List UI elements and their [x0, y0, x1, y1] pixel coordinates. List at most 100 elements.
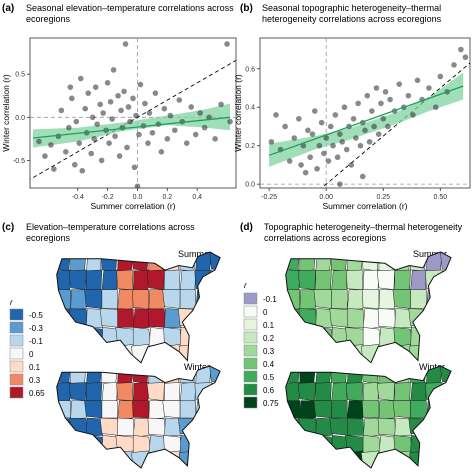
panel-b-point-11	[309, 131, 316, 137]
panel-c-winter-region-4-1	[70, 435, 89, 455]
panel-b-point-1	[273, 112, 279, 118]
panel-c-winter-region-1-4	[116, 382, 134, 401]
panel-d-winter-region-5-2	[315, 450, 332, 468]
panel-b-xtick-label-3: 0.50	[434, 194, 448, 201]
panel-a-point-48	[146, 110, 153, 116]
panel-d-winter-region-3-0	[285, 417, 301, 438]
panel-b-point-44	[385, 123, 391, 130]
panel-c-summer-region-0-2	[85, 252, 103, 273]
panel-b-point-4	[286, 158, 293, 164]
panel-b-point-19	[327, 123, 334, 130]
panel-a-fit-band	[32, 103, 231, 148]
panel-a-point-71	[67, 84, 74, 90]
panel-d-legend-label-6: 0.5	[263, 373, 275, 382]
panel-b-point-40	[375, 131, 382, 137]
panel-b-point-42	[380, 115, 387, 122]
panel-d-legend-swatch-5	[243, 357, 258, 370]
panel-d-winter-region-2-8	[410, 400, 427, 419]
panel-b-title-line1: Seasonal topographic heterogeneity–therm…	[262, 3, 441, 13]
panel-d-winter-region-3-9	[426, 417, 444, 436]
panel-d-summer-region-1-3	[331, 269, 348, 292]
panel-d-winter-region-4-1	[299, 435, 318, 455]
panel-b-xlabel: Summer correlation (r)	[322, 201, 407, 211]
panel-d-summer-region-3-10	[441, 308, 452, 330]
panel-c-winter-region-4-9	[193, 435, 214, 453]
panel-c-summer-region-3-8	[178, 308, 197, 328]
panel-b-point-57	[451, 62, 457, 68]
panel-c-winter-region-2-7	[162, 400, 181, 419]
panel-a-point-4	[55, 133, 62, 140]
panel-c-winter-region-2-5	[132, 400, 150, 419]
panel-c-winter-region-3-4	[117, 417, 135, 436]
panel-d: (d) Topographic heterogeneity–thermal he…	[240, 222, 463, 469]
panel-a-point-1	[42, 153, 48, 159]
panel-b-point-32	[357, 142, 364, 149]
panel-a-point-40	[130, 95, 136, 102]
panel-a-point-8	[68, 95, 75, 102]
panel-c-winter-region-1-8	[179, 382, 196, 403]
panel-d-summer-region-0-2	[315, 252, 332, 273]
panel-c-winter-region-2-0	[56, 400, 71, 419]
panel-d-summer-region-2-0	[285, 289, 301, 309]
panel-a-point-68	[227, 118, 233, 125]
panel-d-legend-swatch-3	[243, 331, 258, 344]
panel-a-xtick-label-2: 0.0	[133, 194, 143, 201]
panel-b-point-5	[291, 135, 298, 141]
panel-c-summer-region-3-6	[147, 308, 166, 328]
panel-a-point-35	[119, 124, 126, 131]
panel-c-winter-region-2-8	[179, 400, 196, 419]
panel-c-summer-region-1-9	[194, 269, 212, 290]
panel-c-legend-swatch-3	[9, 347, 24, 360]
panel-c-summer-region-2-8	[179, 289, 196, 309]
panel-b-point-45	[387, 96, 393, 103]
panel-d-winter-region-4-9	[424, 435, 445, 453]
panel-a-point-12	[77, 75, 84, 82]
panel-a-point-9	[71, 161, 78, 168]
panel-a-point-47	[145, 140, 151, 146]
panel-c-winter-region-3-0	[56, 417, 72, 438]
panel-c-summer-region-0-10	[209, 252, 221, 272]
panel-c-summer-region-3-10	[211, 308, 221, 330]
panel-a-point-41	[131, 164, 138, 171]
panel-c-summer-region-1-8	[179, 269, 196, 292]
panel-b-point-6	[296, 115, 302, 122]
panel-a-point-6	[63, 148, 69, 155]
panel-c-winter-region-1-2	[86, 382, 103, 401]
panel-a-confidence-band	[32, 103, 231, 148]
panel-d-summer-region-5-4	[347, 344, 364, 363]
panel-a-point-32	[115, 92, 121, 99]
panel-c-winter-region-3-5	[132, 417, 150, 438]
panel-b-ytick-label-1: 0.2	[245, 143, 255, 150]
panel-c-winter-region-2-3	[101, 400, 118, 419]
panel-a-point-24	[100, 110, 106, 116]
panel-d-summer-region-2-2	[313, 289, 332, 309]
panel-a-point-23	[98, 157, 105, 164]
panel-d-legend-swatch-6	[243, 370, 258, 383]
panel-d-summer-region-5-7	[394, 344, 411, 363]
panel-a-point-10	[73, 118, 80, 125]
panel-d-legend-label-3: 0.2	[263, 334, 275, 343]
panel-d-title-line1: Topographic heterogeneity–thermal hetero…	[264, 222, 463, 232]
panel-d-winter-region-4-5	[362, 435, 381, 453]
panel-d-summer-region-5-2	[315, 344, 332, 363]
panel-d-winter-region-2-7	[392, 400, 411, 419]
panel-a-xtick-label-4: 0.4	[192, 194, 202, 201]
panel-d-winter-region-1-9	[425, 382, 443, 401]
panel-d-legend-label-0: -0.1	[263, 295, 277, 304]
panel-c-winter-region-1-6	[146, 382, 165, 401]
panel-c-winter-outline	[56, 365, 221, 469]
panel-c-winter-region-1-9	[194, 382, 212, 401]
panel-c-summer-region-1-3	[101, 269, 118, 292]
panel-c-summer-region-1-10	[211, 269, 221, 291]
panel-c-summer-region-1-2	[86, 269, 103, 290]
panel-d-winter-region-3-4	[347, 417, 365, 436]
panel-d-summer-region-1-7	[394, 269, 411, 290]
panel-b-ytick-label-0: 0.0	[245, 182, 255, 189]
panel-d-summer-region-4-4	[345, 327, 366, 347]
panel-b-points	[268, 46, 469, 187]
panel-d-summer-region-3-3	[329, 308, 349, 328]
panel-b-point-43	[382, 89, 389, 95]
panel-a-point-36	[121, 88, 127, 95]
panel-b-point-29	[350, 115, 357, 122]
panel-b-point-7	[298, 162, 304, 168]
